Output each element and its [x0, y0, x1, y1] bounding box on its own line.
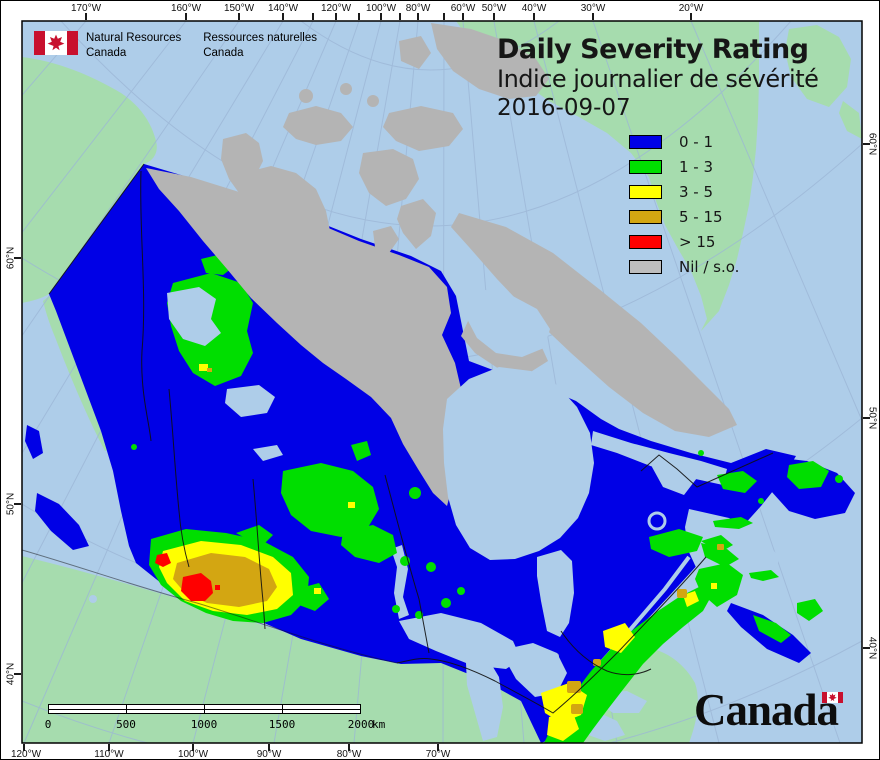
scale-label: 2000	[347, 718, 375, 731]
severity-red-layer	[155, 553, 220, 601]
legend-swatch-0-1	[629, 134, 662, 149]
manicouagan	[647, 511, 667, 531]
axis-label: 60°W	[450, 3, 476, 14]
legend-swatch-nil	[629, 259, 662, 274]
quebec-north-shore	[649, 529, 703, 557]
legend-label: Nil / s.o.	[679, 257, 740, 276]
legend-label: > 15	[679, 232, 716, 251]
axis-label: 120°W	[320, 3, 352, 14]
axis-label: 40°N	[5, 662, 17, 686]
nil-layer	[146, 23, 737, 662]
legend-label: 1 - 3	[679, 157, 714, 176]
legend-swatch-5-15	[629, 209, 662, 224]
scale-label: 1000	[190, 718, 218, 731]
axis-label: 80°W	[405, 3, 431, 14]
region-iceland	[785, 25, 851, 107]
agency-name-en: Natural Resources Canada	[86, 32, 182, 59]
lake-huron	[506, 643, 567, 697]
lake-superior	[399, 613, 521, 669]
region-alaska	[22, 57, 157, 303]
axis-label: 100°W	[365, 3, 397, 14]
gaspe	[701, 543, 739, 567]
axis-label: 60°N	[5, 246, 17, 270]
james-bay	[537, 550, 574, 637]
axis-label: 40°W	[521, 3, 547, 14]
agency-name-fr: Ressources naturelles Canada	[203, 32, 318, 59]
legend-row: Nil / s.o.	[629, 254, 739, 279]
map-frame	[21, 20, 863, 744]
southern-ontario-band	[544, 587, 713, 743]
legend-label: 5 - 15	[679, 207, 723, 226]
axis-label: 120°W	[10, 749, 42, 760]
nil-arctic-mainland	[146, 168, 462, 506]
axis-label: 100°W	[177, 749, 209, 760]
axis-label: 50°W	[481, 3, 507, 14]
axis-label: 20°W	[678, 3, 704, 14]
legend-swatch-3-5	[629, 184, 662, 199]
axis-label: 80°W	[336, 749, 362, 760]
axis-label: 60°N	[866, 132, 878, 156]
scale-label: 0	[44, 718, 52, 731]
lake-michigan	[466, 657, 503, 741]
hudson-bay	[443, 367, 594, 560]
scale-label: 1500	[268, 718, 296, 731]
axis-label: 150°W	[223, 3, 255, 14]
axis-label: 50°N	[866, 406, 878, 430]
axis-label: 70°W	[425, 749, 451, 760]
legend: 0 - 1 1 - 3 3 - 5 5 - 15 > 15 Nil / s.o.	[629, 129, 739, 279]
new-brunswick	[695, 563, 743, 607]
nil-baffin-island	[451, 213, 737, 437]
region-greenland	[456, 21, 759, 331]
scale-unit: km	[372, 718, 386, 731]
great-bear-lake	[167, 287, 221, 346]
axis-label: 140°W	[267, 3, 299, 14]
region-vancouver-island	[35, 493, 89, 550]
alberta-hotspot-red	[181, 573, 213, 601]
axis-label: 110°W	[94, 749, 124, 760]
anticosti	[713, 517, 753, 529]
legend-row: 0 - 1	[629, 129, 739, 154]
title-block: Daily Severity Rating Indice journalier …	[497, 34, 819, 123]
wordmark-flag-icon	[822, 692, 843, 703]
axis-label: 160°W	[170, 3, 202, 14]
scale-label: 500	[116, 718, 136, 731]
canada-wordmark: Canada	[694, 685, 839, 735]
legend-row: 5 - 15	[629, 204, 739, 229]
axis-label: 40°N	[866, 636, 878, 660]
region-haida-gwaii	[25, 425, 43, 459]
borders-layer	[22, 163, 774, 714]
legend-swatch-gt15	[629, 234, 662, 249]
legend-label: 0 - 1	[679, 132, 714, 151]
axis-label: 90°W	[256, 749, 282, 760]
map-title-en: Daily Severity Rating	[497, 34, 809, 65]
legend-row: > 15	[629, 229, 739, 254]
canada-flag-icon	[34, 31, 78, 55]
map-date: 2016-09-07	[497, 95, 631, 121]
pei	[749, 570, 779, 581]
map-title-fr: Indice journalier de sévérité	[497, 65, 819, 93]
legend-swatch-1-3	[629, 159, 662, 174]
legend-row: 1 - 3	[629, 154, 739, 179]
axis-label: 50°N	[5, 492, 17, 516]
cape-breton	[797, 599, 823, 621]
region-iceland-se	[839, 101, 862, 139]
axis-label: 170°W	[70, 3, 102, 14]
axis-label: 30°W	[580, 3, 606, 14]
legend-label: 3 - 5	[679, 182, 714, 201]
legend-row: 3 - 5	[629, 179, 739, 204]
great-slave-lake	[225, 385, 275, 417]
agency-header: Natural Resources Canada Ressources natu…	[34, 31, 317, 61]
ungava-bay	[652, 453, 697, 495]
labrador-coast	[717, 471, 757, 493]
axis-ticks	[14, 13, 870, 751]
foxe-basin	[465, 288, 550, 357]
